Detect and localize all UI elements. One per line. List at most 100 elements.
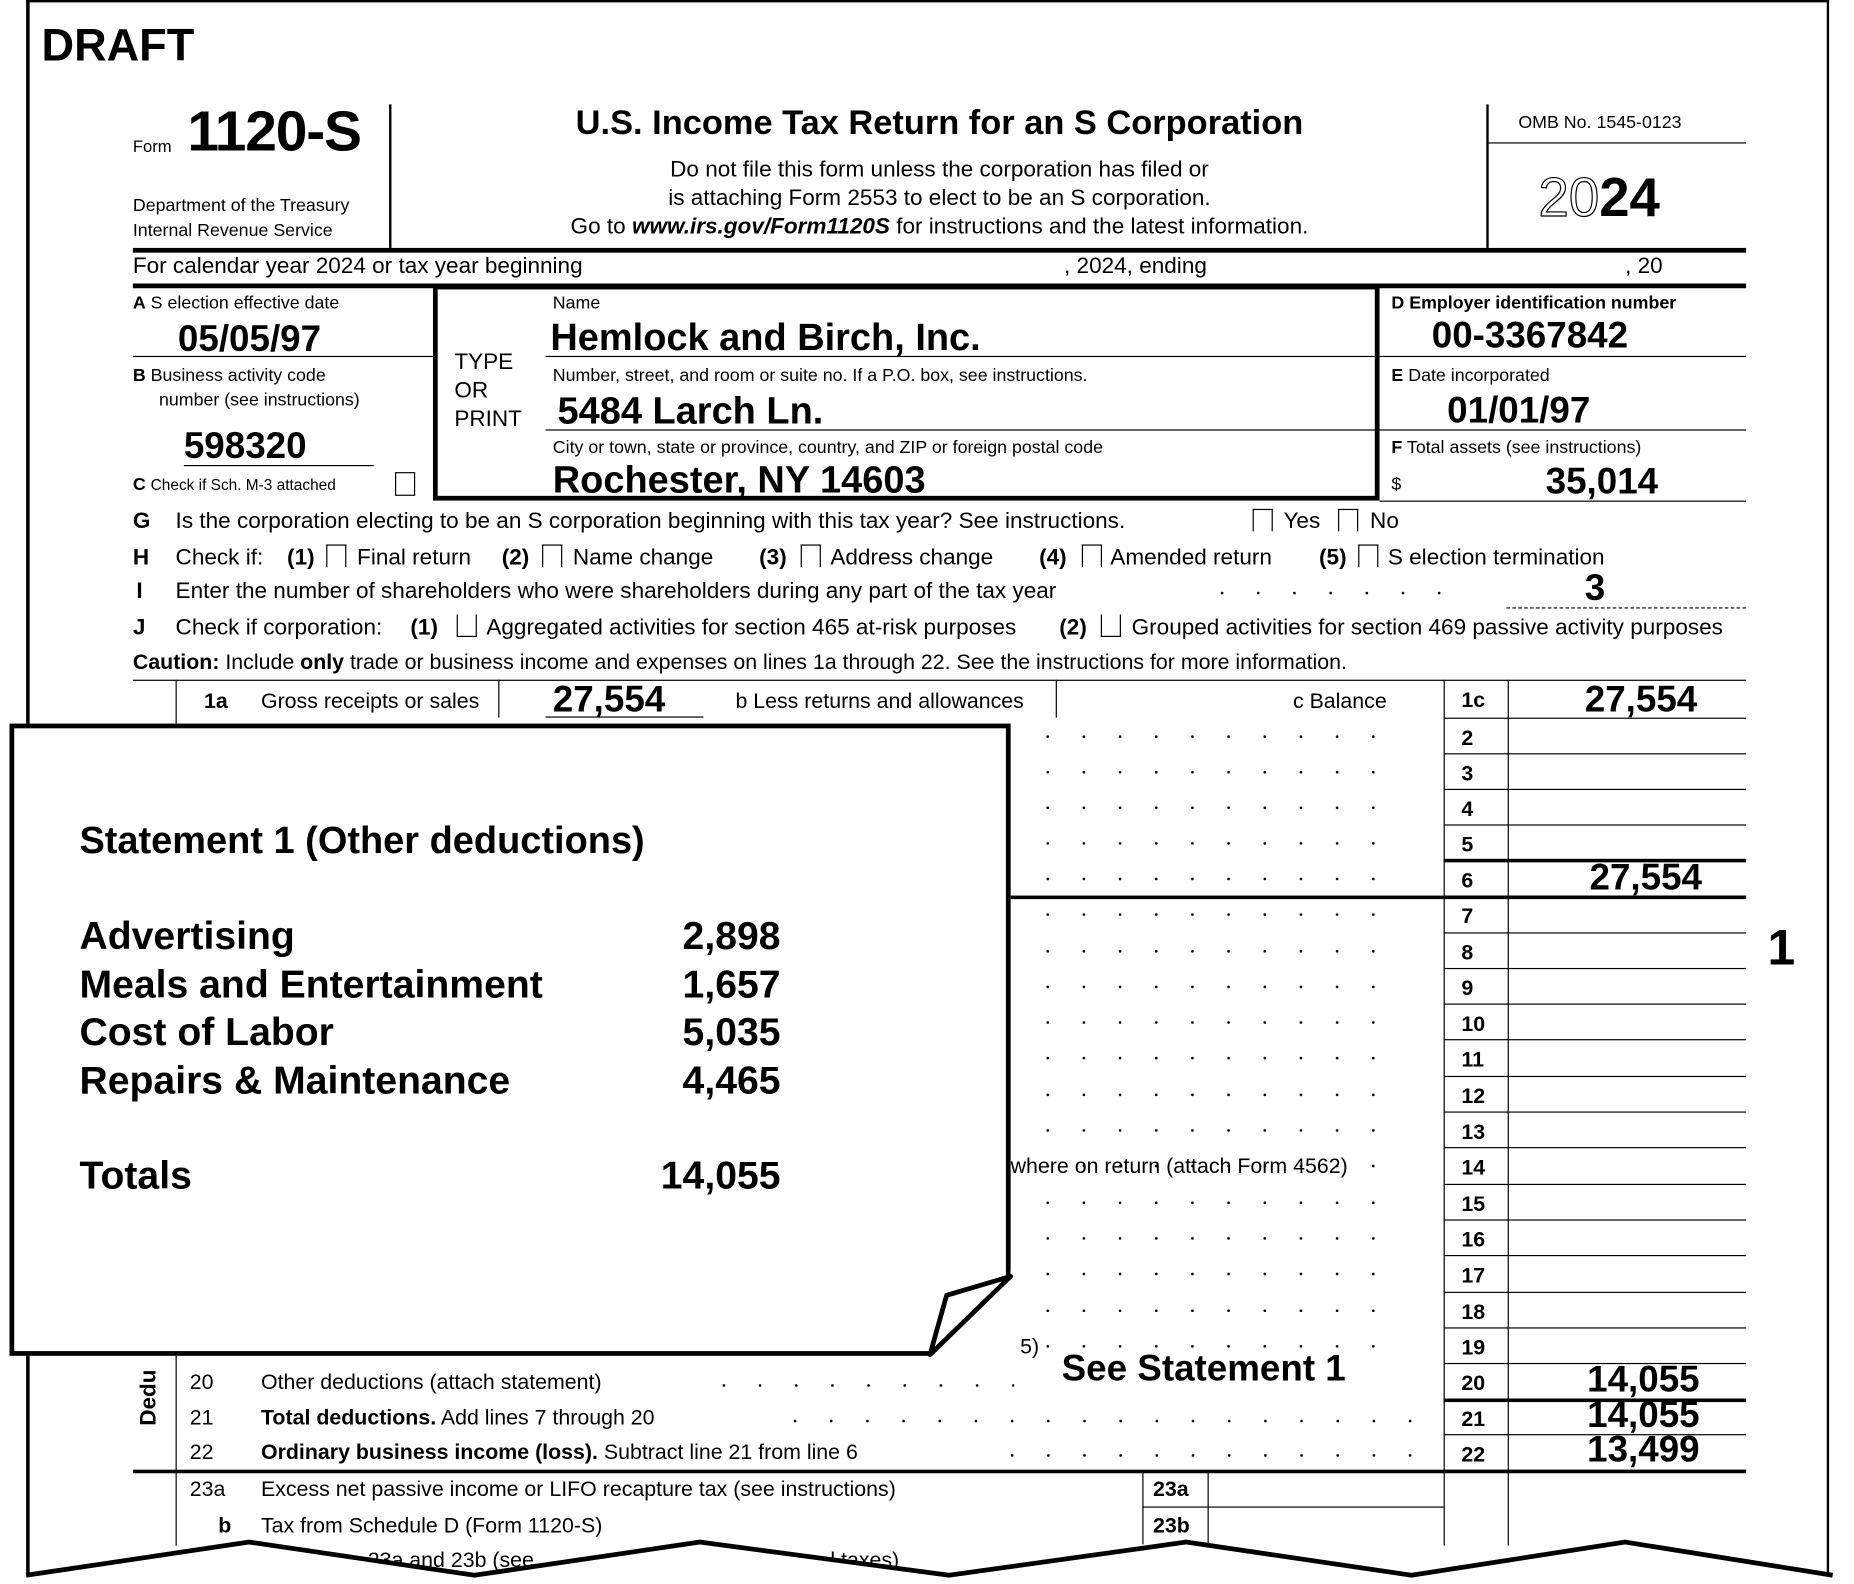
address-change-checkbox[interactable] xyxy=(800,544,821,568)
line-22-value[interactable]: 13,499 xyxy=(1587,1428,1700,1470)
ein-value[interactable]: 00-3367842 xyxy=(1431,314,1629,356)
dot-leader xyxy=(1029,907,1404,922)
business-activity-code[interactable]: 598320 xyxy=(183,424,307,467)
final-return-checkbox[interactable] xyxy=(326,544,347,568)
option-number: (4) xyxy=(1039,545,1067,571)
line-number: 6 xyxy=(1461,868,1474,893)
see-statement-note: See Statement 1 xyxy=(1061,1347,1346,1390)
line-20-value[interactable]: 14,055 xyxy=(1587,1358,1700,1400)
line-number: 21 xyxy=(189,1405,214,1430)
s-election-termination-checkbox[interactable] xyxy=(1358,544,1379,568)
letter: F xyxy=(1391,437,1403,458)
line-number: 11 xyxy=(1461,1047,1484,1072)
g-yes-checkbox[interactable] xyxy=(1252,508,1273,532)
line-1b-label: b Less returns and allowances xyxy=(735,689,1024,713)
dot-leader xyxy=(1029,1266,1404,1282)
aggregated-activities-label: Aggregated activities for section 465 at… xyxy=(486,615,1017,641)
dot-leader xyxy=(1029,1195,1404,1210)
irs-link[interactable]: www.irs.gov/Form1120S xyxy=(631,214,890,240)
row-divider xyxy=(1443,1003,1747,1005)
line-1c-label: c Balance xyxy=(1292,689,1387,713)
s-election-date[interactable]: 05/05/97 xyxy=(177,317,322,360)
text: Total deductions. xyxy=(260,1405,437,1430)
line-14-fragment: where on return (attach Form 4562) xyxy=(1010,1154,1348,1178)
option-number: (2) xyxy=(501,545,530,571)
tax-year-text: For calendar year 2024 or tax year begin… xyxy=(132,253,583,279)
dot-leader xyxy=(1029,979,1404,995)
statement-item-label: Meals and Entertainment xyxy=(79,961,543,1006)
h-label: Check if: xyxy=(175,545,264,571)
grouped-activities-checkbox[interactable] xyxy=(1100,614,1121,637)
option-number: (2) xyxy=(1059,615,1087,641)
text: Subtract line 21 from line 6 xyxy=(597,1440,858,1464)
line-1a-label: Gross receipts or sales xyxy=(260,689,480,713)
g-no-checkbox[interactable] xyxy=(1338,508,1359,532)
grid-line xyxy=(1507,679,1509,1546)
line-6-value[interactable]: 27,554 xyxy=(1589,856,1702,898)
line-number: 21 xyxy=(1461,1406,1486,1431)
e-label: Date incorporated xyxy=(1408,365,1550,386)
total-assets[interactable]: 35,014 xyxy=(1545,460,1659,502)
divider xyxy=(1379,500,1747,502)
line-number: b xyxy=(218,1513,232,1538)
or-label: OR xyxy=(454,378,489,404)
line-number: 12 xyxy=(1461,1084,1486,1108)
line-21-value[interactable]: 14,055 xyxy=(1587,1393,1700,1436)
divider xyxy=(132,679,1747,681)
g-question: Is the corporation electing to be an S c… xyxy=(175,508,1126,534)
statement-item-amount: 2,898 xyxy=(682,913,781,958)
name-address-box xyxy=(432,284,1380,501)
text: Include xyxy=(219,650,301,674)
statement-item-amount: 1,657 xyxy=(682,961,781,1006)
divider xyxy=(132,1469,1747,1474)
line-number: 1a xyxy=(204,689,228,713)
line-number: 15 xyxy=(1461,1192,1486,1216)
gross-receipts-value[interactable]: 27,554 xyxy=(552,678,666,721)
margin-mark: 1 xyxy=(1767,919,1796,976)
line-number: 5 xyxy=(1461,832,1474,857)
b-label-2: number (see instructions) xyxy=(158,390,360,411)
option-number: (3) xyxy=(759,545,787,571)
dot-leader xyxy=(1029,1050,1404,1066)
aggregated-activities-checkbox[interactable] xyxy=(456,614,477,637)
letter: B xyxy=(132,365,146,386)
row-divider xyxy=(1443,1039,1747,1041)
date-incorporated[interactable]: 01/01/97 xyxy=(1447,389,1591,431)
dot-leader xyxy=(705,1378,1015,1393)
shareholder-count[interactable]: 3 xyxy=(1584,567,1606,609)
line-23b-label: Tax from Schedule D (Form 1120-S) xyxy=(260,1513,603,1538)
line-1c-value[interactable]: 27,554 xyxy=(1584,678,1698,721)
divider xyxy=(545,429,1376,431)
divider xyxy=(132,247,1747,253)
m3-checkbox[interactable] xyxy=(395,472,416,496)
page-curl-icon xyxy=(913,1269,1021,1365)
name-label: Name xyxy=(552,292,601,314)
row-divider xyxy=(1443,1147,1747,1149)
statement-title: Statement 1 (Other deductions) xyxy=(79,818,645,862)
divider xyxy=(1142,1506,1444,1508)
amended-return-checkbox[interactable] xyxy=(1081,544,1102,568)
amended-return-label: Amended return xyxy=(1110,545,1272,571)
dot-leader xyxy=(1029,1087,1404,1102)
text: Add lines 7 through 20 xyxy=(436,1405,655,1430)
line-number: 2 xyxy=(1461,725,1474,750)
letter: D xyxy=(1391,292,1405,314)
row-divider xyxy=(1443,1183,1747,1186)
g-yes-label: Yes xyxy=(1283,508,1321,534)
f-label: Total assets (see instructions) xyxy=(1406,437,1642,458)
line-number: 22 xyxy=(189,1440,214,1464)
row-divider xyxy=(1443,1291,1747,1293)
corporation-name[interactable]: Hemlock and Birch, Inc. xyxy=(550,315,981,359)
letter: G xyxy=(132,508,151,534)
name-change-checkbox[interactable] xyxy=(542,544,563,568)
subtitle-2: is attaching Form 2553 to elect to be an… xyxy=(668,186,1211,212)
street-address[interactable]: 5484 Larch Ln. xyxy=(557,389,824,432)
grid-line xyxy=(1055,679,1057,718)
g-no-label: No xyxy=(1370,508,1399,534)
i-question: Enter the number of shareholders who wer… xyxy=(175,578,1057,604)
city-state-zip[interactable]: Rochester, NY 14603 xyxy=(552,457,926,501)
totals-label: Totals xyxy=(79,1152,192,1197)
line-23a-label: Excess net passive income or LIFO recapt… xyxy=(260,1476,896,1501)
row-divider xyxy=(1443,1111,1747,1113)
